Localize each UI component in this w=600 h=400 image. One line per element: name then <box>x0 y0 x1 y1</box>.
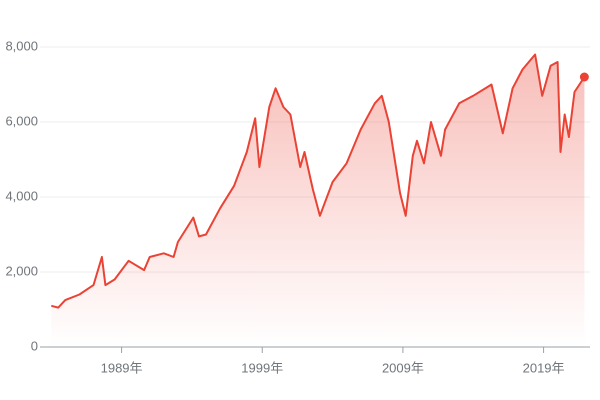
area <box>51 54 585 347</box>
y-tick-label: 4,000 <box>5 188 38 203</box>
x-tick-label: 1989年 <box>101 360 143 375</box>
line <box>51 53 586 309</box>
x-tick-label: 1999年 <box>241 360 283 375</box>
end-point <box>579 72 589 82</box>
y-tick-label: 6,000 <box>5 113 38 128</box>
x-tick-label: 2009年 <box>382 360 424 375</box>
y-tick-label: 8,000 <box>5 38 38 53</box>
y-tick-label: 0 <box>31 338 38 353</box>
y-tick-label: 2,000 <box>5 263 38 278</box>
x-tick-label: 2019年 <box>523 360 565 375</box>
